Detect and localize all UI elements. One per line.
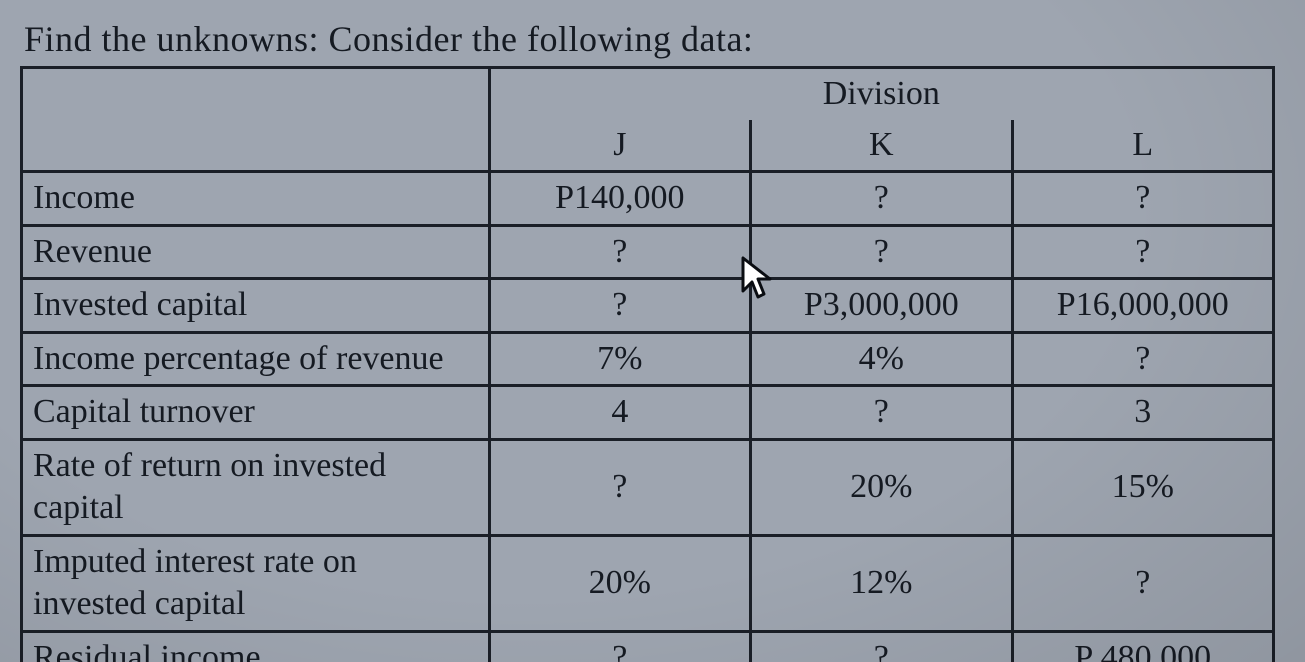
table-row: Rate of return on invested capital ? 20%…	[22, 439, 1274, 535]
cell-value: P 480,000	[1012, 631, 1274, 662]
row-label: Rate of return on invested capital	[22, 439, 490, 535]
cell-value: ?	[751, 631, 1012, 662]
cell-value: ?	[1012, 225, 1274, 279]
cell-value: ?	[751, 172, 1012, 226]
cell-value: 15%	[1012, 439, 1274, 535]
row-label: Imputed interest rate on invested capita…	[22, 535, 490, 631]
header-division: Division	[489, 68, 1273, 120]
row-label: Revenue	[22, 225, 490, 279]
header-blank-2	[22, 120, 490, 172]
cell-value: P16,000,000	[1012, 279, 1274, 333]
header-col-j: J	[489, 120, 750, 172]
cell-value: 20%	[751, 439, 1012, 535]
table-row: Imputed interest rate on invested capita…	[22, 535, 1274, 631]
data-table: Division J K L Income P140,000 ? ? Reven…	[20, 66, 1275, 662]
cell-value: ?	[489, 439, 750, 535]
cell-value: ?	[1012, 332, 1274, 386]
cell-value: 20%	[489, 535, 750, 631]
cell-value: 7%	[489, 332, 750, 386]
cell-value: ?	[751, 225, 1012, 279]
row-label: Income	[22, 172, 490, 226]
cell-value: ?	[1012, 535, 1274, 631]
header-col-l: L	[1012, 120, 1274, 172]
row-label: Invested capital	[22, 279, 490, 333]
table-row: Revenue ? ? ?	[22, 225, 1274, 279]
row-label: Residual income	[22, 631, 490, 662]
cell-value: P140,000	[489, 172, 750, 226]
cell-value: 12%	[751, 535, 1012, 631]
table-row: Invested capital ? P3,000,000 P16,000,00…	[22, 279, 1274, 333]
page-title: Find the unknowns: Consider the followin…	[24, 18, 1285, 60]
row-label: Income percentage of revenue	[22, 332, 490, 386]
cell-value: ?	[489, 631, 750, 662]
table-column-header-row: J K L	[22, 120, 1274, 172]
table-row: Income percentage of revenue 7% 4% ?	[22, 332, 1274, 386]
header-blank	[22, 68, 490, 120]
cell-value: 3	[1012, 386, 1274, 440]
cell-value: ?	[751, 386, 1012, 440]
table-row: Capital turnover 4 ? 3	[22, 386, 1274, 440]
cell-value: 4	[489, 386, 750, 440]
cell-value: ?	[489, 225, 750, 279]
cell-value: ?	[489, 279, 750, 333]
header-col-k: K	[751, 120, 1012, 172]
table-row: Residual income ? ? P 480,000	[22, 631, 1274, 662]
row-label: Capital turnover	[22, 386, 490, 440]
cell-value: 4%	[751, 332, 1012, 386]
cell-value: P3,000,000	[751, 279, 1012, 333]
cell-value: ?	[1012, 172, 1274, 226]
table-super-header-row: Division	[22, 68, 1274, 120]
table-row: Income P140,000 ? ?	[22, 172, 1274, 226]
